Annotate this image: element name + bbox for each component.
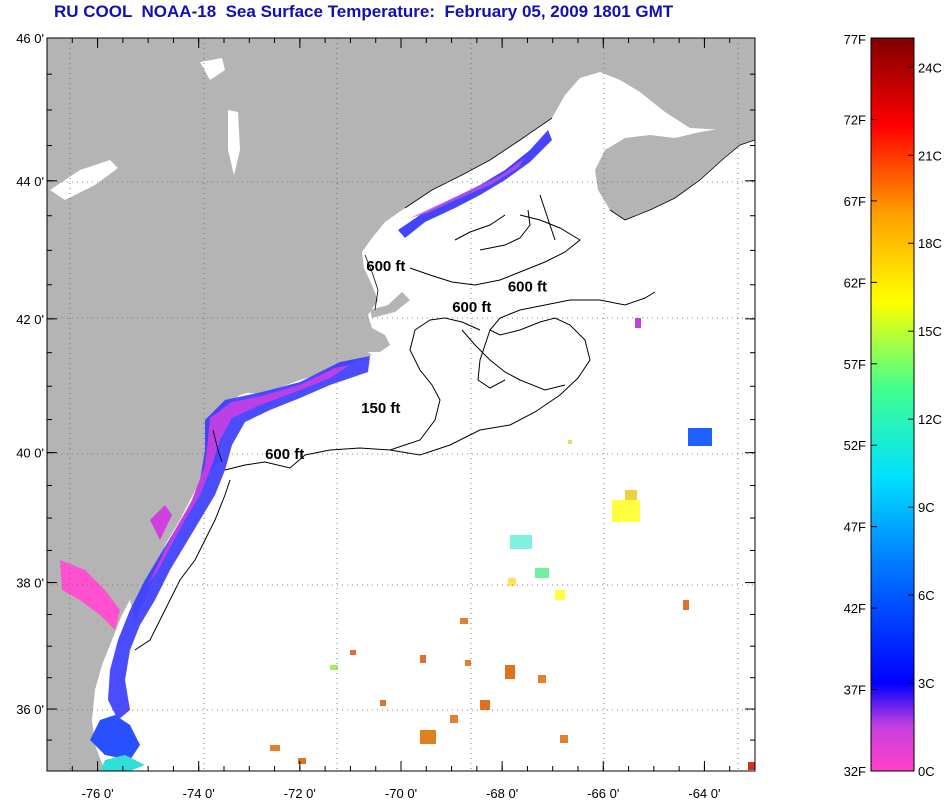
lon-tick-label: -66 0' xyxy=(587,786,619,801)
contour-label: 600 ft xyxy=(265,446,304,463)
colorbar-c-label: 6C xyxy=(918,588,935,603)
map-title: RU COOL NOAA-18 Sea Surface Temperature:… xyxy=(54,2,674,21)
contour-label: 600 ft xyxy=(452,299,491,316)
lon-tick-label: -70 0' xyxy=(385,786,417,801)
sst-coastal-band-magenta xyxy=(148,365,350,585)
sst-offshore-patches xyxy=(270,318,755,770)
colorbar-c-label: 9C xyxy=(918,500,935,515)
colorbar-fahrenheit-labels: 77F 72F 67F 62F 57F 52F 47F 42F 37F 32F xyxy=(844,32,877,779)
colorbar-c-label: 3C xyxy=(918,676,935,691)
contour-labels: 600 ft 600 ft 600 ft 150 ft 600 ft xyxy=(265,258,547,463)
sst-cape-hatteras xyxy=(90,715,140,760)
colorbar-f-label: 57F xyxy=(844,357,866,372)
lake-champlain xyxy=(228,110,240,175)
colorbar-f-label: 37F xyxy=(844,683,866,698)
colorbar-f-label: 42F xyxy=(844,601,866,616)
sst-coastal-band-mid-atlantic xyxy=(108,356,370,720)
lon-tick-label: -72 0' xyxy=(284,786,316,801)
colorbar-frame xyxy=(870,37,915,772)
colorbar-f-label: 77F xyxy=(844,32,866,47)
contour-label: 150 ft xyxy=(361,400,400,417)
colorbar-f-label: 32F xyxy=(844,764,866,779)
map-gridlines xyxy=(47,38,755,771)
longitude-axis: -76 0' -74 0' -72 0' -70 0' -68 0' -66 0' -64 … xyxy=(46,38,756,801)
colorbar-c-label: 18C xyxy=(918,236,942,251)
colorbar-c-label: 21C xyxy=(918,148,942,163)
delaware-bay-sst xyxy=(150,505,172,540)
colorbar-f-label: 47F xyxy=(844,520,866,535)
land-nova-scotia xyxy=(595,122,755,220)
colorbar-celsius-labels: 24C 21C 18C 15C 12C 9C 6C 3C 0C xyxy=(908,60,942,779)
sst-gulf-of-maine-band xyxy=(398,130,552,238)
bathymetry-contours xyxy=(134,194,656,651)
lon-tick-label: -76 0' xyxy=(82,786,114,801)
colorbar-f-label: 72F xyxy=(844,112,866,127)
coastline-detail xyxy=(212,117,755,463)
lake-ontario xyxy=(50,160,118,200)
colorbar-c-label: 12C xyxy=(918,412,942,427)
lat-tick-label: 40 0' xyxy=(16,446,44,461)
colorbar-c-label: 0C xyxy=(918,764,935,779)
contour-label: 600 ft xyxy=(508,279,547,296)
sst-hatteras-warm xyxy=(100,755,145,771)
land-cape-cod xyxy=(370,292,410,318)
colorbar-c-label: 15C xyxy=(918,324,942,339)
contour-label: 600 ft xyxy=(366,258,405,275)
land-mainland xyxy=(47,38,755,771)
lon-tick-label: -64 0' xyxy=(688,786,720,801)
colorbar xyxy=(871,38,914,771)
lat-tick-label: 46 0' xyxy=(16,31,44,46)
lon-tick-label: -68 0' xyxy=(486,786,518,801)
lon-tick-label: -74 0' xyxy=(183,786,215,801)
lat-tick-label: 38 0' xyxy=(16,576,44,591)
latitude-axis: 46 0' 44 0' 42 0' 40 0' 38 0' 36 0' xyxy=(16,31,755,772)
chesapeake-bay-sst xyxy=(60,560,120,630)
lat-tick-label: 36 0' xyxy=(16,702,44,717)
colorbar-c-label: 24C xyxy=(918,60,942,75)
colorbar-f-label: 52F xyxy=(844,438,866,453)
colorbar-f-label: 67F xyxy=(844,194,866,209)
colorbar-f-label: 62F xyxy=(844,275,866,290)
lake-moosehead xyxy=(200,58,225,80)
lat-tick-label: 42 0' xyxy=(16,312,44,327)
lat-tick-label: 44 0' xyxy=(16,174,44,189)
land-long-island xyxy=(240,348,372,394)
